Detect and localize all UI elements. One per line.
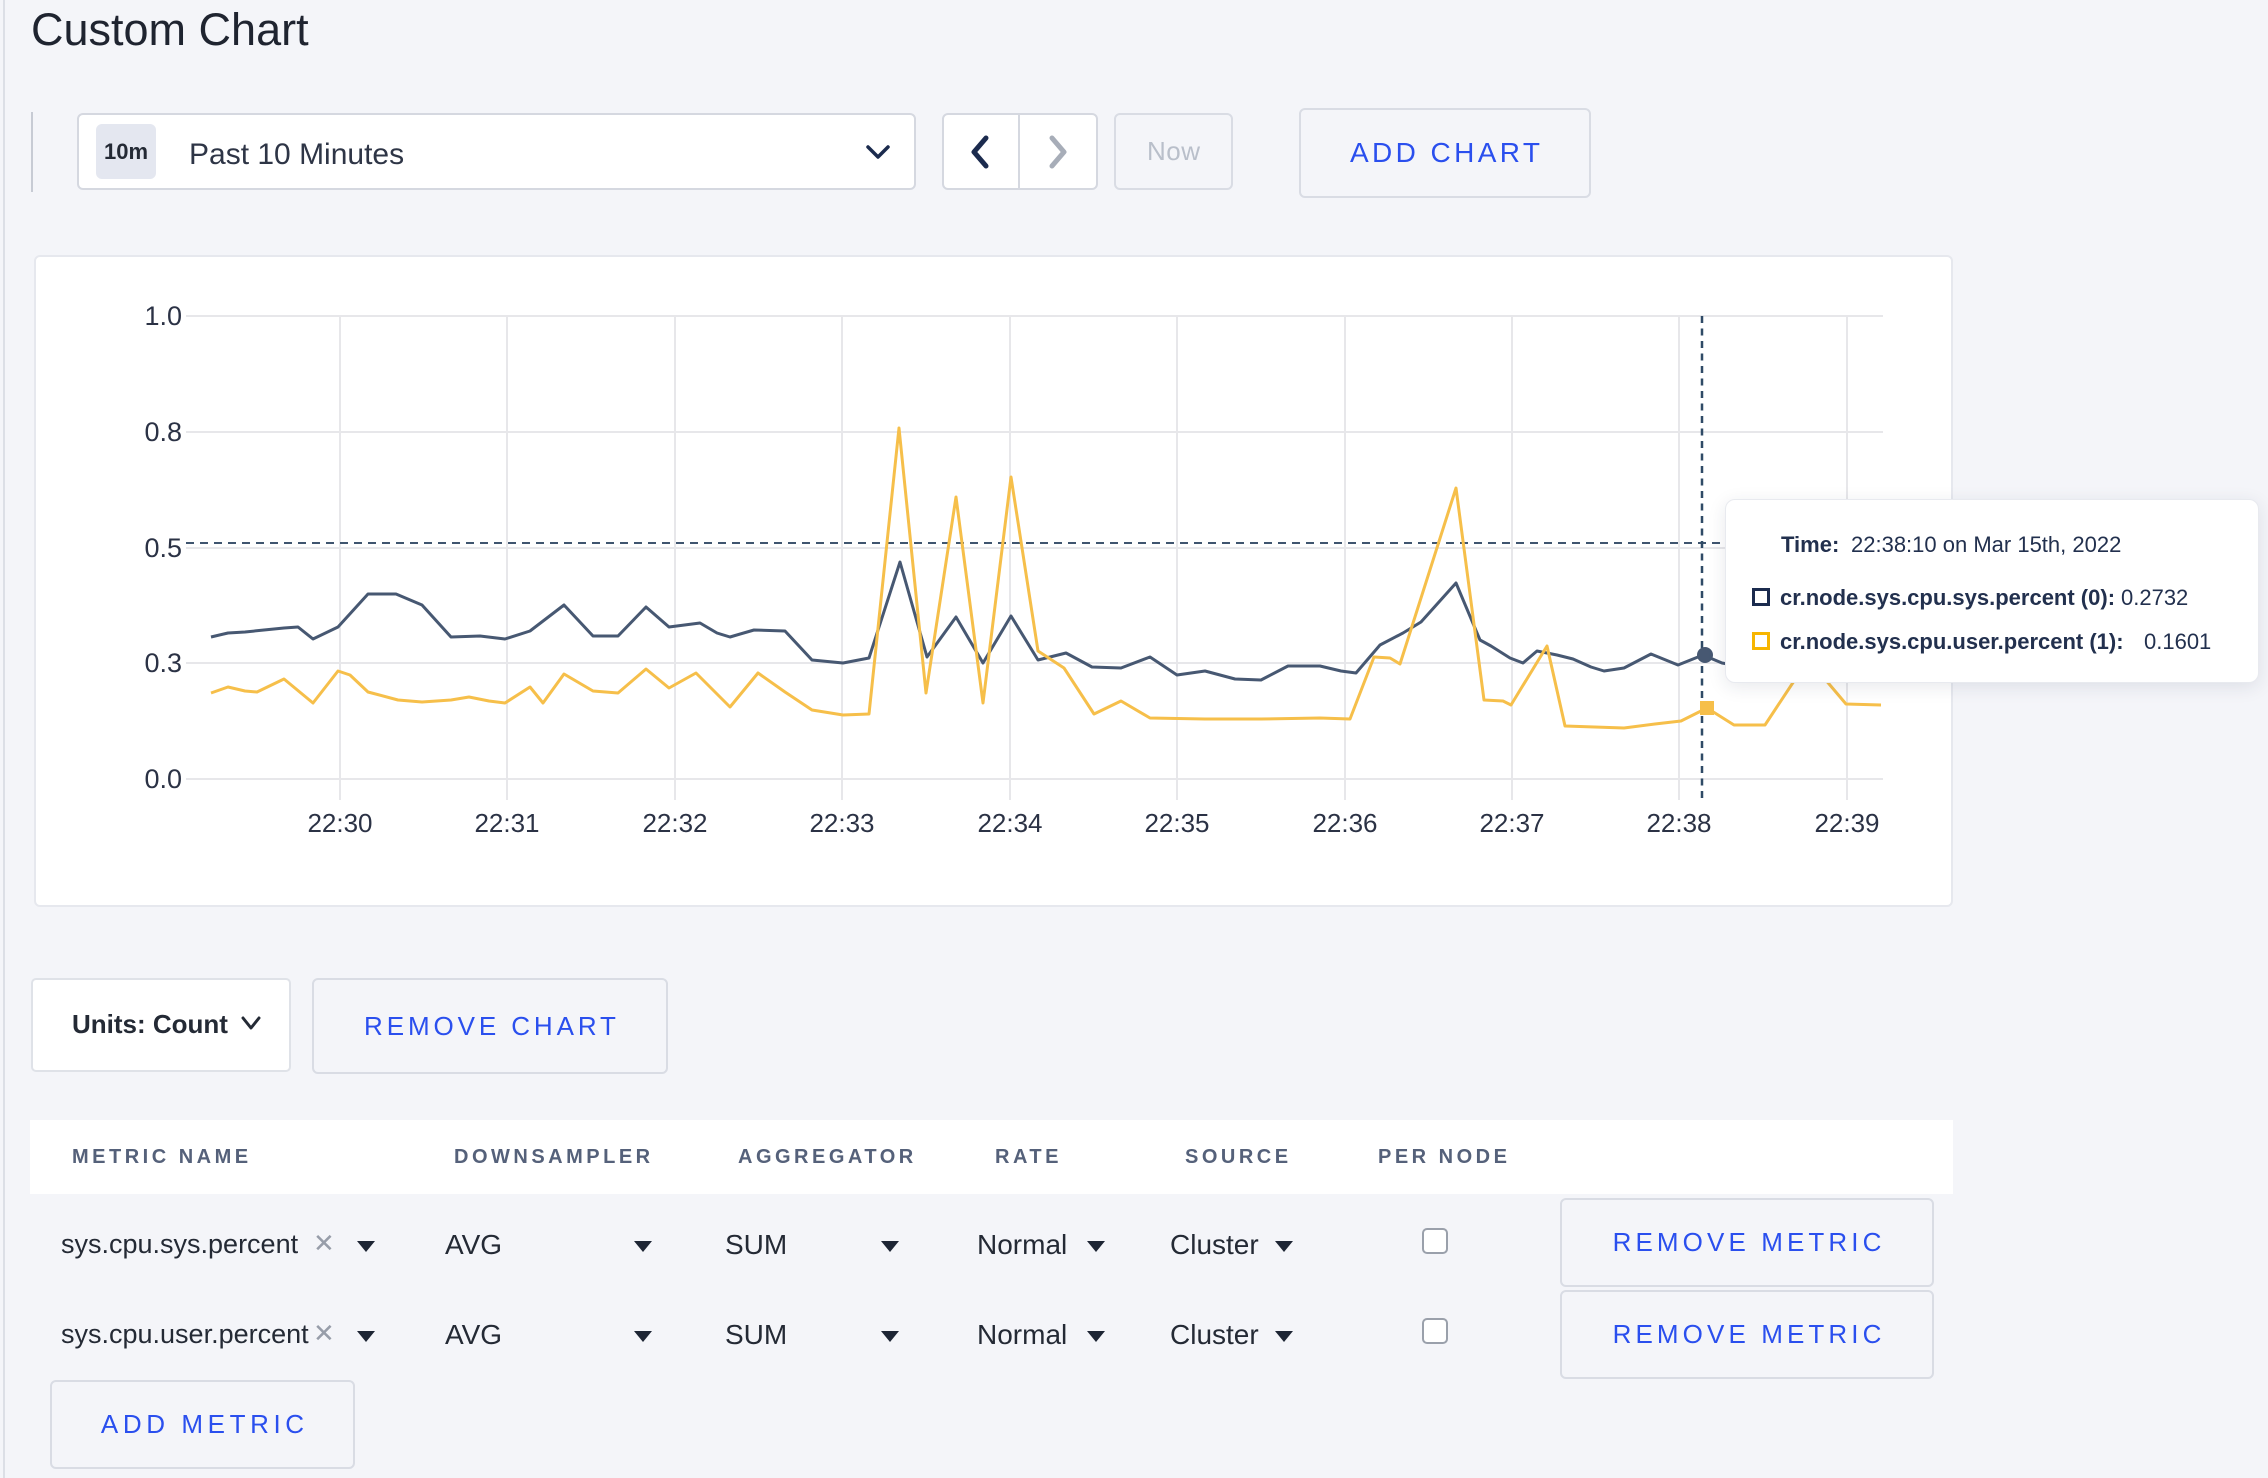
svg-text:22:39: 22:39 <box>1814 808 1879 838</box>
svg-text:22:30: 22:30 <box>307 808 372 838</box>
svg-text:22:34: 22:34 <box>977 808 1042 838</box>
svg-text:22:32: 22:32 <box>642 808 707 838</box>
svg-text:22:36: 22:36 <box>1312 808 1377 838</box>
svg-text:0.0: 0.0 <box>144 764 182 794</box>
svg-text:0.3: 0.3 <box>144 648 182 678</box>
svg-text:22:31: 22:31 <box>474 808 539 838</box>
svg-text:22:35: 22:35 <box>1144 808 1209 838</box>
svg-text:0.8: 0.8 <box>144 417 182 447</box>
svg-text:22:33: 22:33 <box>809 808 874 838</box>
svg-text:1.0: 1.0 <box>144 301 182 331</box>
svg-text:0.5: 0.5 <box>144 533 182 563</box>
svg-text:22:38: 22:38 <box>1646 808 1711 838</box>
svg-text:22:37: 22:37 <box>1479 808 1544 838</box>
